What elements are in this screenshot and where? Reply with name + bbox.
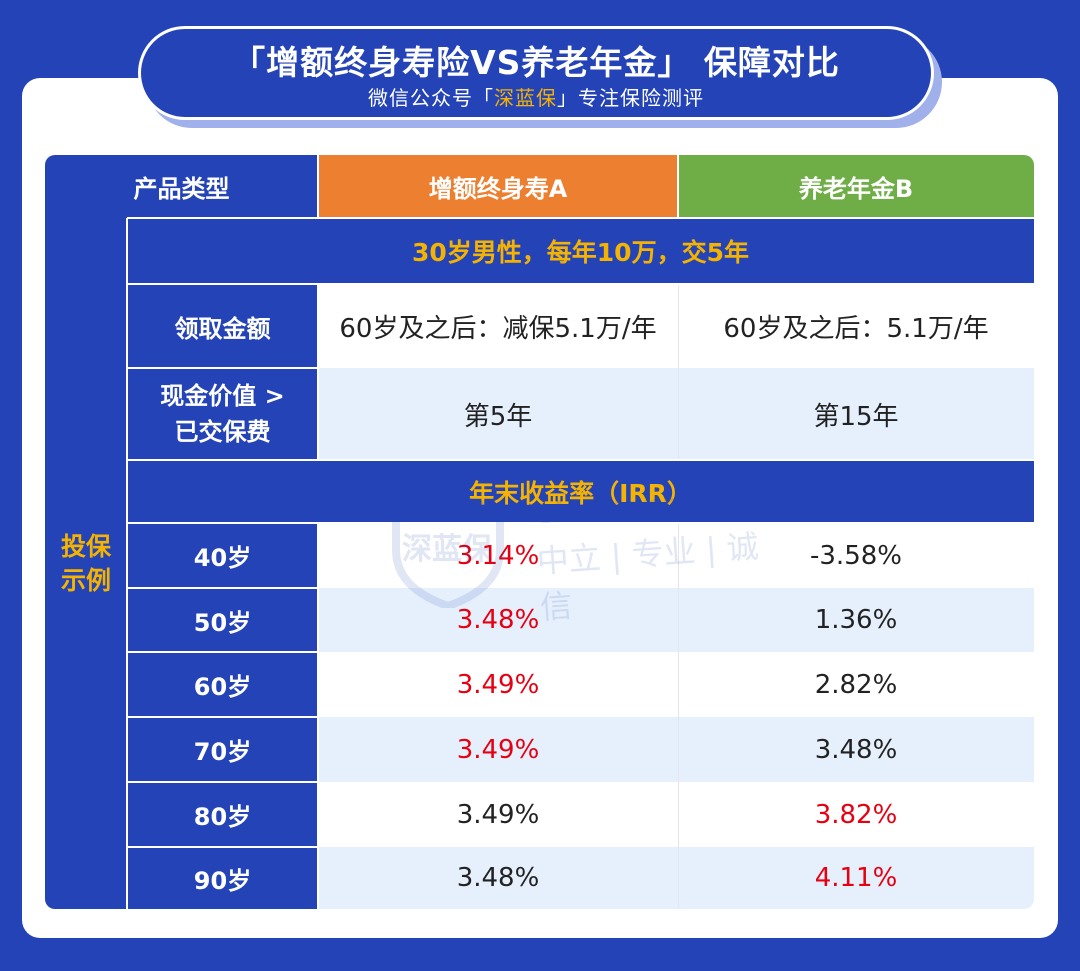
irr-a: 3.49% (318, 717, 678, 782)
irr-age: 70岁 (127, 717, 318, 782)
irr-a: 3.48% (318, 588, 678, 652)
side-label-line2: 示例 (60, 565, 111, 595)
side-label-cell: 投保 示例 (45, 218, 127, 909)
page-title: 「增额终身寿险VS养老年金」 保障对比 (232, 43, 840, 82)
header-product-a: 增额终身寿A (318, 155, 678, 218)
grid-line (127, 846, 318, 848)
payout-a: 60岁及之后：减保5.1万/年 (318, 284, 678, 368)
irr-b: 1.36% (678, 588, 1034, 652)
irr-age: 50岁 (127, 588, 318, 652)
irr-age: 60岁 (127, 652, 318, 717)
grid-line (317, 523, 319, 909)
side-label: 投保 示例 (61, 530, 111, 598)
payout-label: 领取金额 (127, 284, 318, 368)
grid-line (127, 459, 1034, 461)
grid-line (317, 284, 319, 460)
grid-line (127, 716, 318, 718)
grid-line (127, 367, 318, 369)
irr-a: 3.49% (318, 652, 678, 717)
irr-age: 90岁 (127, 847, 318, 909)
irr-age: 80岁 (127, 782, 318, 847)
irr-a: 3.49% (318, 782, 678, 847)
grid-line (677, 155, 679, 218)
grid-line (317, 155, 319, 218)
irr-b: 3.48% (678, 717, 1034, 782)
grid-line (127, 522, 1034, 524)
irr-b: -3.58% (678, 523, 1034, 588)
grid-line (127, 651, 318, 653)
subtitle-prefix: 微信公众号「 (368, 86, 494, 110)
scenario-band: 30岁男性，每年10万，交5年 (127, 218, 1034, 284)
comparison-table: 产品类型 增额终身寿A 养老年金B 投保 示例 30岁男性，每年10万，交5年 … (45, 155, 1034, 909)
cash-value-label-line2: 已交保费 (174, 418, 271, 446)
irr-a: 3.14% (318, 523, 678, 588)
irr-b: 4.11% (678, 847, 1034, 909)
subtitle-suffix: 」专注保险测评 (557, 86, 704, 110)
title-banner: 「增额终身寿险VS养老年金」 保障对比 微信公众号「深蓝保」专注保险测评 (138, 26, 934, 120)
irr-band: 年末收益率（IRR） (127, 460, 1034, 523)
grid-line (126, 218, 128, 909)
cash-value-b: 第15年 (678, 368, 1034, 460)
grid-line (127, 587, 318, 589)
cash-value-label: 现金价值 > 已交保费 (127, 368, 318, 460)
cash-value-label-line1: 现金价值 > (160, 382, 285, 410)
payout-b: 60岁及之后：5.1万/年 (678, 284, 1034, 368)
grid-line (127, 283, 1034, 285)
irr-b: 3.82% (678, 782, 1034, 847)
grid-line (127, 781, 318, 783)
grid-line (127, 217, 1034, 219)
irr-age: 40岁 (127, 523, 318, 588)
grid-line (678, 284, 679, 460)
irr-a: 3.48% (318, 847, 678, 909)
header-product-b: 养老年金B (678, 155, 1034, 218)
grid-line (678, 523, 679, 909)
cash-value-a: 第5年 (318, 368, 678, 460)
header-product-type: 产品类型 (45, 155, 318, 218)
page-subtitle: 微信公众号「深蓝保」专注保险测评 (141, 85, 931, 111)
side-label-line1: 投保 (60, 531, 111, 561)
subtitle-brand: 深蓝保 (494, 86, 557, 110)
irr-b: 2.82% (678, 652, 1034, 717)
